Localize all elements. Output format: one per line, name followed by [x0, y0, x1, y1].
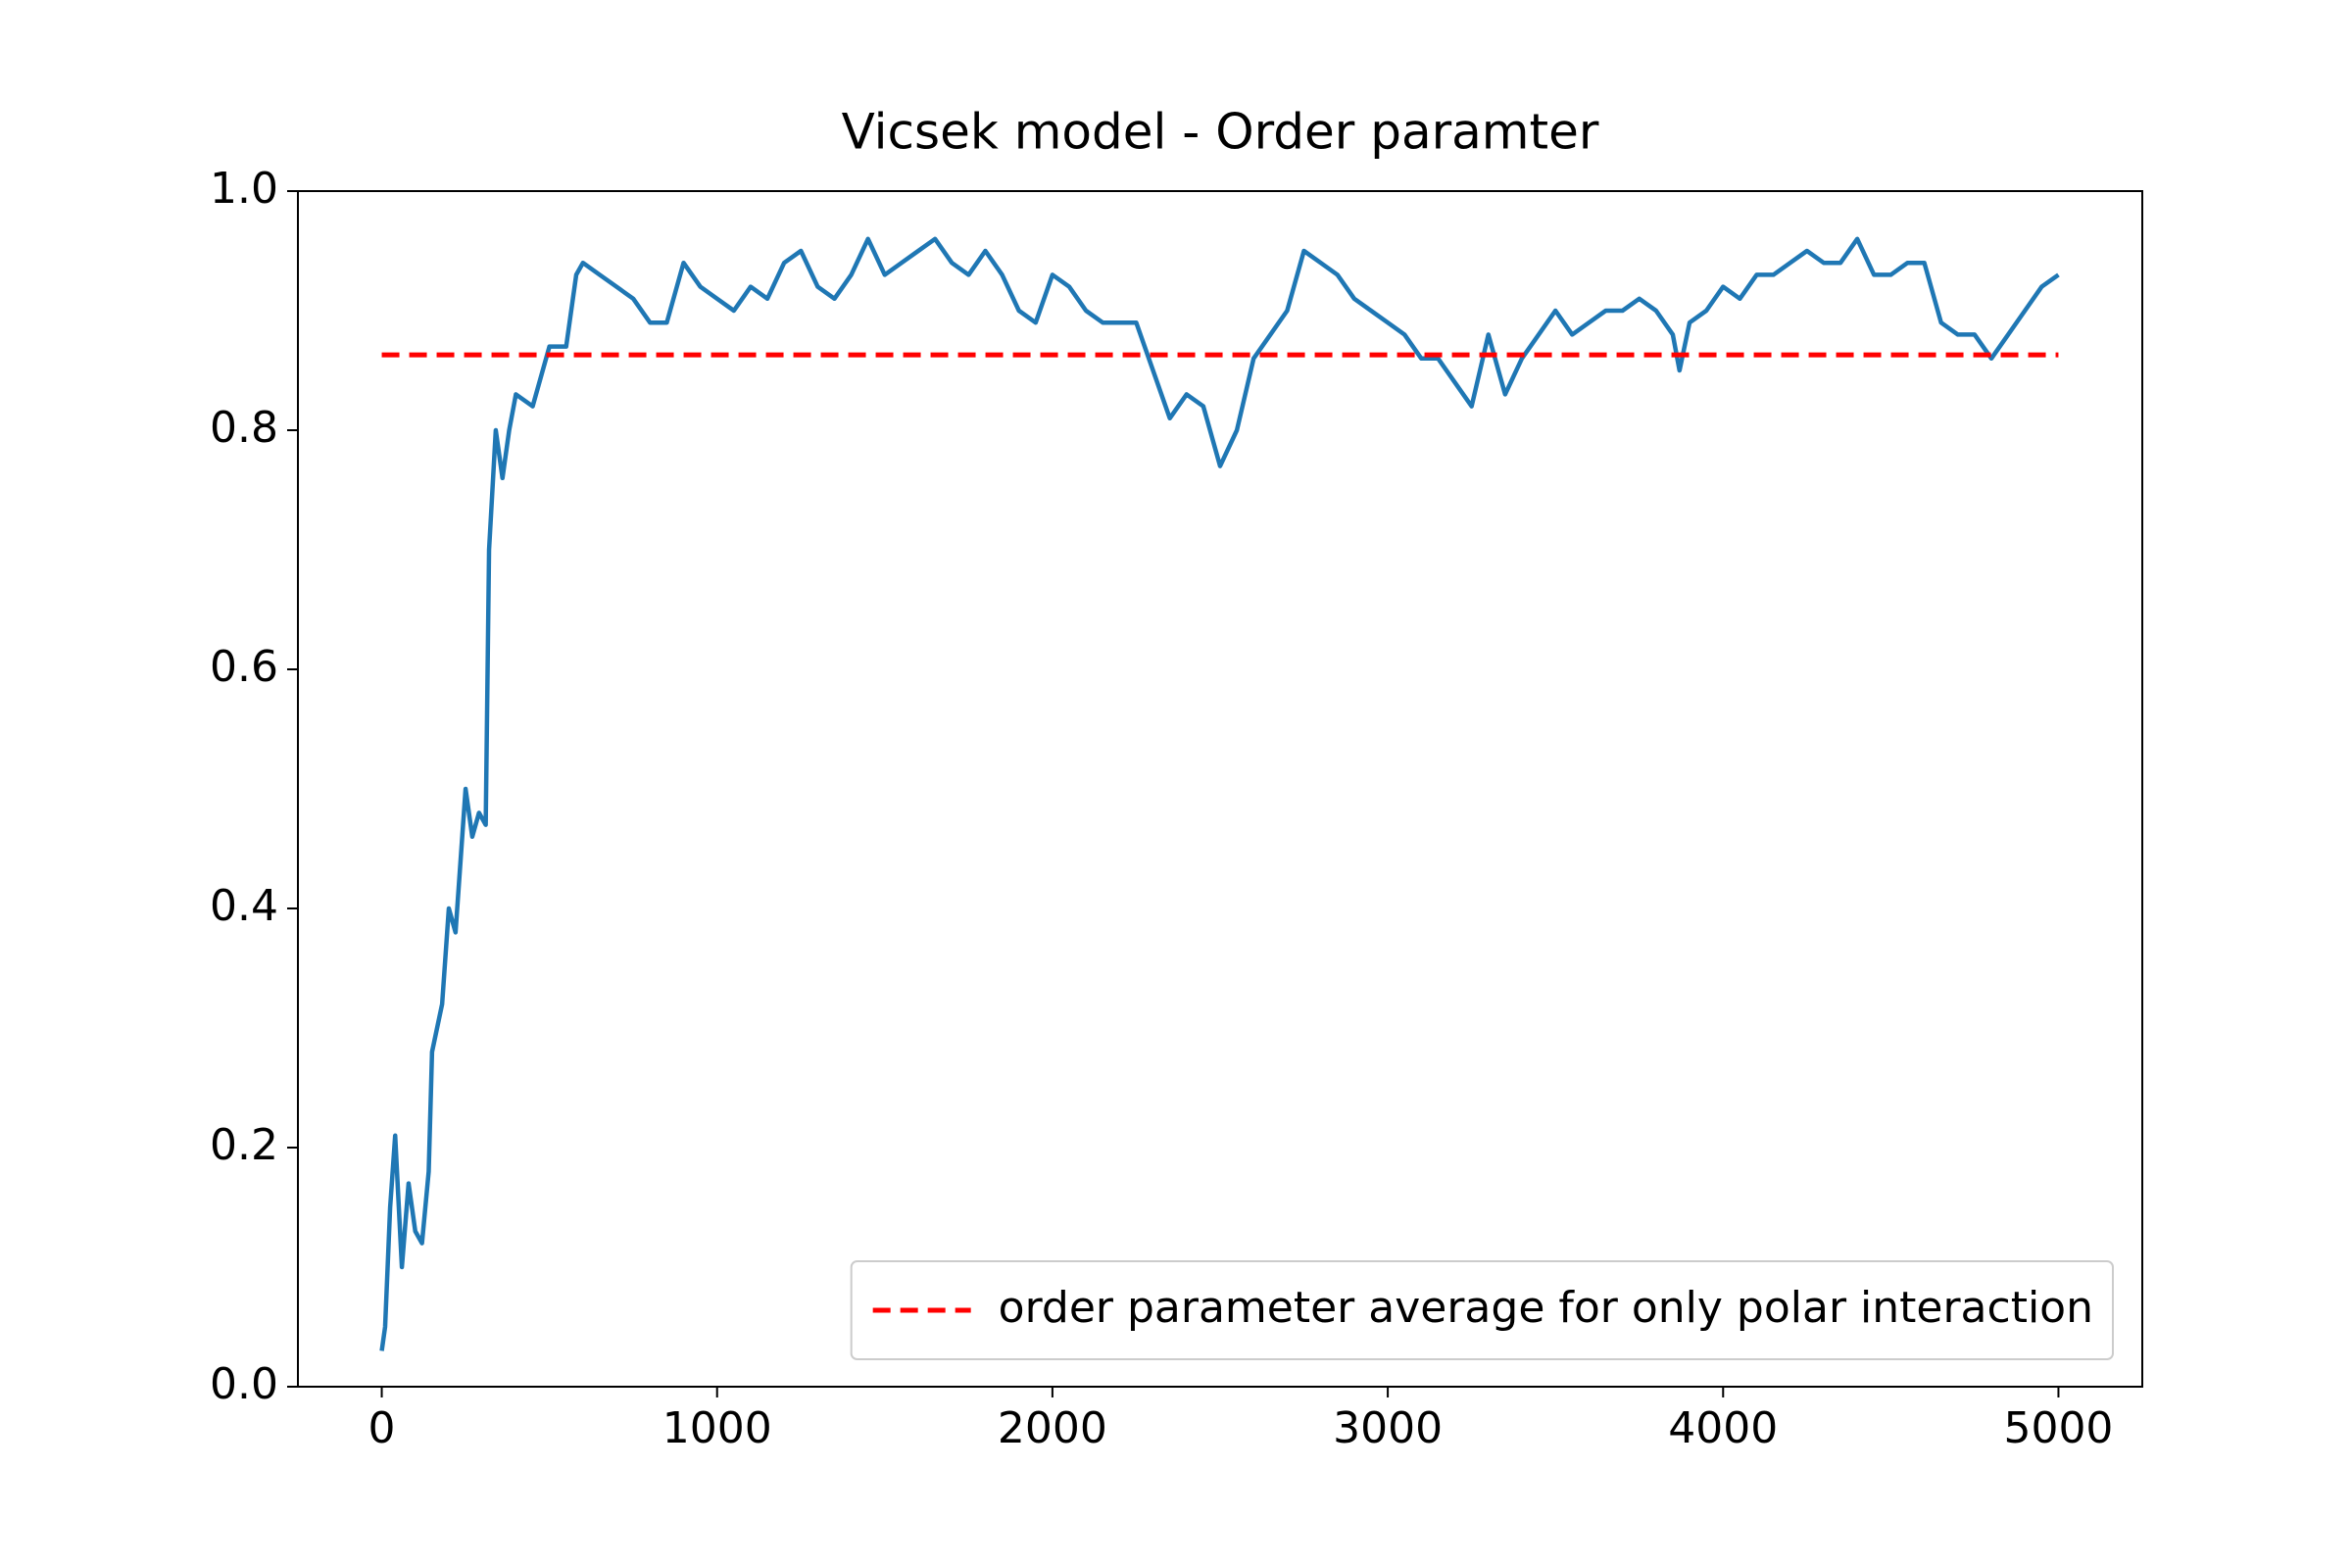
y-tick-label: 1.0	[210, 164, 278, 214]
chart-title: Vicsek model - Order paramter	[842, 104, 1599, 161]
x-tick-label: 2000	[998, 1403, 1107, 1453]
x-tick-label: 4000	[1668, 1403, 1778, 1453]
legend: order parameter average for only polar i…	[850, 1260, 2114, 1360]
y-tick-label: 0.0	[210, 1359, 278, 1409]
legend-label: order parameter average for only polar i…	[999, 1283, 2093, 1333]
x-tick-label: 3000	[1333, 1403, 1443, 1453]
x-tick-label: 1000	[662, 1403, 772, 1453]
data-line	[379, 236, 2060, 1351]
y-tick-label: 0.8	[210, 403, 278, 453]
y-tick-label: 0.2	[210, 1120, 278, 1170]
axes-frame	[297, 190, 2143, 1388]
y-tick-label: 0.4	[210, 881, 278, 931]
x-tick-label: 5000	[2003, 1403, 2113, 1453]
x-tick-label: 0	[368, 1403, 396, 1453]
y-tick-label: 0.6	[210, 642, 278, 692]
legend-box	[850, 1260, 2114, 1360]
